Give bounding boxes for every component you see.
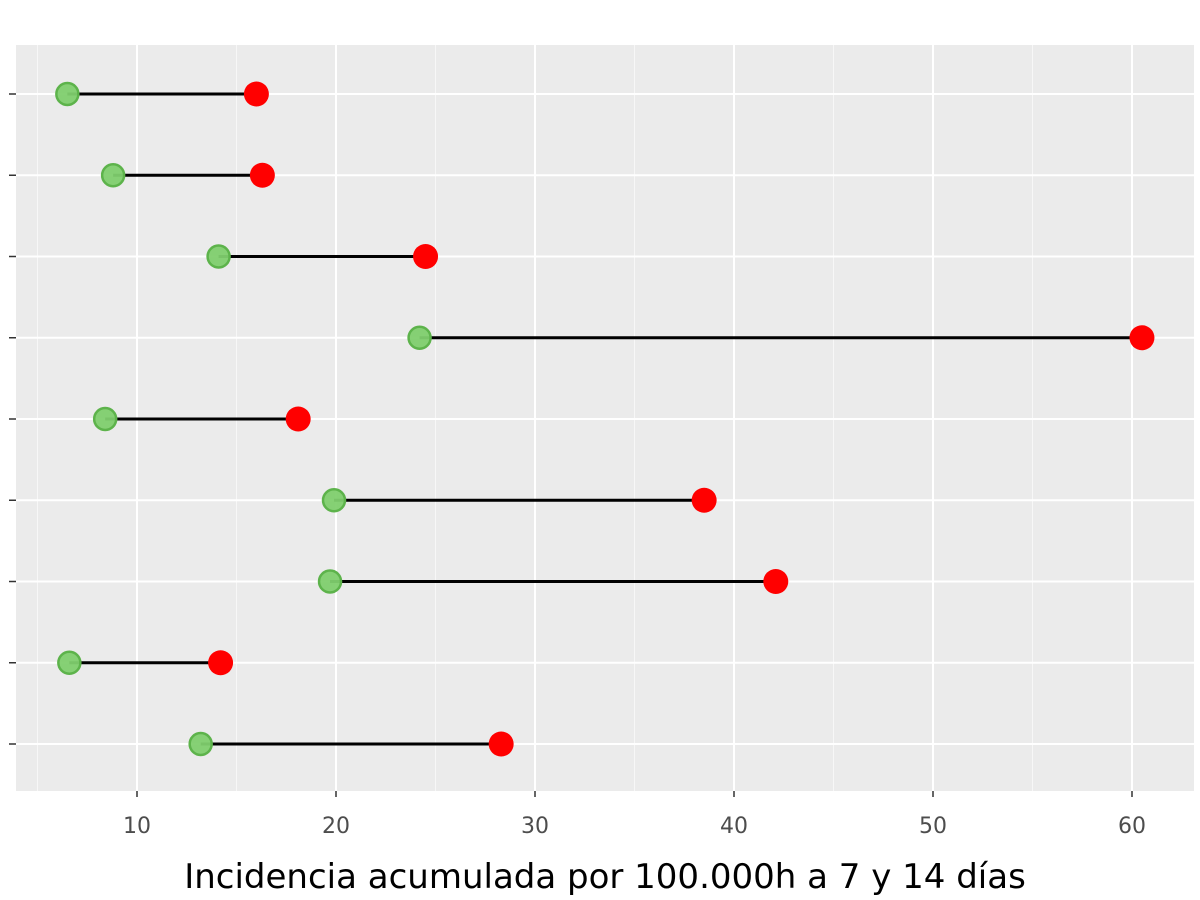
dumbbell-points — [55, 81, 1155, 757]
start-point — [92, 406, 118, 432]
start-point — [317, 569, 343, 594]
start-point — [57, 650, 82, 675]
end-point — [243, 81, 269, 107]
dumbbell-segments — [67, 92, 1142, 746]
start-point — [55, 81, 80, 107]
end-point — [285, 406, 311, 432]
start-point — [407, 325, 432, 350]
x-tick-label: 50 — [919, 814, 947, 839]
start-point — [100, 163, 126, 188]
end-point — [249, 162, 275, 188]
start-point — [206, 244, 231, 269]
end-point — [1129, 325, 1155, 351]
x-tick-label: 60 — [1118, 814, 1146, 839]
end-point — [208, 650, 234, 676]
y-axis-ticks — [9, 93, 16, 745]
x-tick-label: 20 — [322, 814, 350, 839]
major-gridlines — [16, 45, 1194, 791]
x-tick-label: 40 — [720, 814, 748, 839]
x-tick-label: 10 — [123, 814, 151, 839]
x-axis-ticks: 10 20 30 40 50 60 — [123, 791, 1146, 839]
start-point — [188, 731, 213, 757]
x-tick-label: 30 — [521, 814, 549, 839]
end-point — [691, 487, 717, 513]
end-point — [413, 244, 439, 269]
start-point — [321, 488, 347, 513]
x-axis-title: Incidencia acumulada por 100.000h a 7 y … — [184, 857, 1026, 897]
end-point — [488, 731, 514, 757]
end-point — [763, 569, 789, 594]
